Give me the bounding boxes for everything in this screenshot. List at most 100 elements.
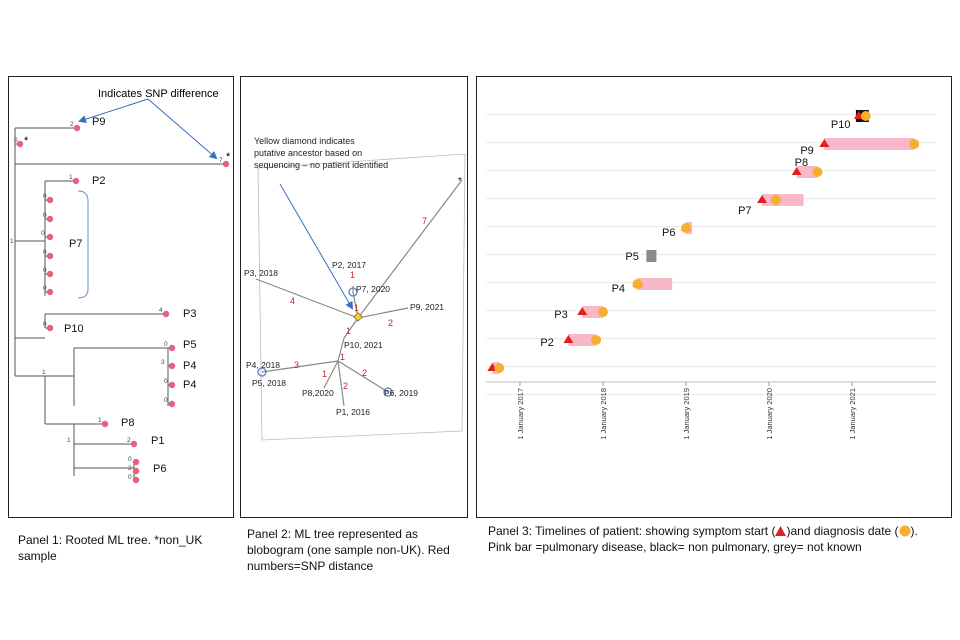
panel3-caption: Panel 3: Timelines of patient: showing s… bbox=[488, 523, 953, 555]
label-p9: P9 bbox=[92, 116, 105, 128]
diagnosis-marker-p7 bbox=[770, 195, 781, 205]
diagnosis-marker-p10 bbox=[860, 111, 871, 121]
snp-p8: 1 bbox=[98, 417, 102, 424]
patient-label-p4: P4 bbox=[612, 283, 625, 295]
pulmonary-bar-p7 bbox=[762, 194, 804, 206]
snp-p6-2: 0 bbox=[128, 474, 132, 481]
caption3-part-a: Panel 3: Timelines of patient: showing s… bbox=[488, 524, 776, 538]
pulmonary-bar-p9 bbox=[824, 138, 915, 150]
patient-label-p3: P3 bbox=[554, 309, 567, 321]
blob-p7 bbox=[348, 287, 358, 297]
pulmonary-bar-p4 bbox=[637, 278, 673, 290]
patient-label-p8: P8 bbox=[795, 157, 808, 169]
snp2-p8: 1 bbox=[322, 369, 327, 379]
snp2-p4: 3 bbox=[294, 360, 299, 370]
diagnosis-marker-p1 bbox=[494, 363, 505, 373]
snp2-p3: 4 bbox=[290, 296, 295, 306]
diagnosis-marker-p8 bbox=[812, 167, 823, 177]
label-p6: P6 bbox=[153, 463, 166, 475]
patient-label-p10: P10 bbox=[831, 119, 851, 131]
snp-p7-root: 1 bbox=[10, 238, 14, 245]
x-tick-label: 1 January 2020 bbox=[765, 388, 774, 440]
snp2-p7: 1 bbox=[354, 303, 359, 313]
snp2-p9: 2 bbox=[388, 318, 393, 328]
diagnosis-marker-p2 bbox=[591, 335, 602, 345]
node-p10: P10, 2021 bbox=[344, 340, 383, 350]
x-tick-label: 1 January 2017 bbox=[516, 388, 525, 440]
label-p3: P3 bbox=[183, 308, 196, 320]
asterisk-left: * bbox=[24, 135, 29, 147]
panel2-blobogram: Yellow diamond indicates putative ancest… bbox=[244, 136, 466, 441]
caption3-line2: Pink bar =pulmonary disease, black= non … bbox=[488, 540, 862, 554]
asterisk-right: * bbox=[226, 151, 231, 163]
x-tick-label: 1 January 2018 bbox=[599, 388, 608, 440]
label-p5: P5 bbox=[183, 339, 196, 351]
blob-p6 bbox=[383, 387, 393, 397]
panel2-caption: Panel 2: ML tree represented as blobogra… bbox=[247, 527, 450, 573]
leaf-nonuk-right bbox=[222, 160, 230, 168]
panel2-note: Yellow diamond indicates putative ancest… bbox=[254, 136, 388, 170]
snp-p9: 2 bbox=[70, 121, 74, 128]
label-p7: P7 bbox=[69, 238, 82, 250]
snp-p7-2: 0 bbox=[41, 230, 45, 237]
blob-p5 bbox=[257, 367, 267, 377]
snp-p4c: 0 bbox=[164, 397, 168, 404]
unknown-bar-p5 bbox=[646, 250, 657, 262]
snp2-p10b: 1 bbox=[340, 352, 345, 362]
symptom-marker-p3 bbox=[577, 307, 588, 315]
node-p5: P5, 2018 bbox=[252, 378, 286, 388]
symptom-marker-p2 bbox=[563, 335, 574, 343]
patient-label-p5: P5 bbox=[625, 251, 638, 263]
snp2-p1: 2 bbox=[343, 381, 348, 391]
snp-p5: 0 bbox=[164, 341, 168, 348]
snp-p6-root: 1 bbox=[67, 437, 71, 444]
label-p10: P10 bbox=[64, 323, 84, 335]
node-p2: P2, 2017 bbox=[332, 260, 366, 270]
panel1-tree: Indicates SNP difference * * 2 0 7 1 0 0… bbox=[10, 88, 231, 484]
panel2-note-arrow bbox=[279, 183, 354, 310]
snp-p7-4: 0 bbox=[43, 267, 47, 274]
patient-label-p7: P7 bbox=[738, 205, 751, 217]
panel1-frame bbox=[8, 76, 234, 518]
leaf-p8 bbox=[101, 420, 109, 428]
panel1-leaves bbox=[16, 124, 230, 484]
caption-triangle-icon bbox=[775, 526, 787, 536]
timeline-markers bbox=[487, 111, 920, 373]
panel2-edges bbox=[255, 179, 463, 407]
label-p2: P2 bbox=[92, 175, 105, 187]
snp-annotation: Indicates SNP difference bbox=[98, 88, 219, 100]
label-p8: P8 bbox=[121, 417, 134, 429]
leaf-p10 bbox=[46, 324, 54, 332]
leaf-p3 bbox=[162, 310, 170, 318]
patient-label-p2: P2 bbox=[540, 337, 553, 349]
snp-nonuk-right: 7 bbox=[219, 157, 223, 164]
snp-p7-1: 0 bbox=[43, 212, 47, 219]
timeline-gridlines bbox=[486, 114, 936, 396]
snp-p4b: 0 bbox=[164, 378, 168, 385]
panel1-caption: Panel 1: Rooted ML tree. *non_UK sample bbox=[18, 533, 203, 563]
node-p8: P8,2020 bbox=[302, 388, 334, 398]
timeline-x-ticks: 1 January 2017 1 January 2018 1 January 20… bbox=[516, 382, 857, 440]
snp-p7-5: 0 bbox=[43, 285, 47, 292]
label-p1: P1 bbox=[151, 435, 164, 447]
node-p4: P4, 2018 bbox=[246, 360, 280, 370]
leaf-p1 bbox=[130, 440, 138, 448]
symptom-marker-p7 bbox=[757, 195, 768, 203]
ancestor-diamond bbox=[353, 312, 363, 322]
snp2-p10: 1 bbox=[346, 326, 351, 336]
snp2-p2: 1 bbox=[350, 270, 355, 280]
snp-p2: 1 bbox=[69, 174, 73, 181]
panel2-asterisk: * bbox=[458, 176, 462, 187]
leaf-p2 bbox=[72, 177, 80, 185]
snp-p10: 0 bbox=[43, 321, 47, 328]
snp-p7-3: 0 bbox=[43, 249, 47, 256]
pulmonary-bar-p3 bbox=[582, 306, 603, 318]
caption3-part-b: )and diagnosis date ( bbox=[786, 524, 899, 538]
snp-p3: 4 bbox=[159, 307, 163, 314]
snp2-p6: 2 bbox=[362, 368, 367, 378]
snp-nonuk-left: 0 bbox=[14, 137, 18, 144]
timeline-bars bbox=[492, 110, 915, 374]
snp-p6-1: 2 bbox=[128, 465, 132, 472]
